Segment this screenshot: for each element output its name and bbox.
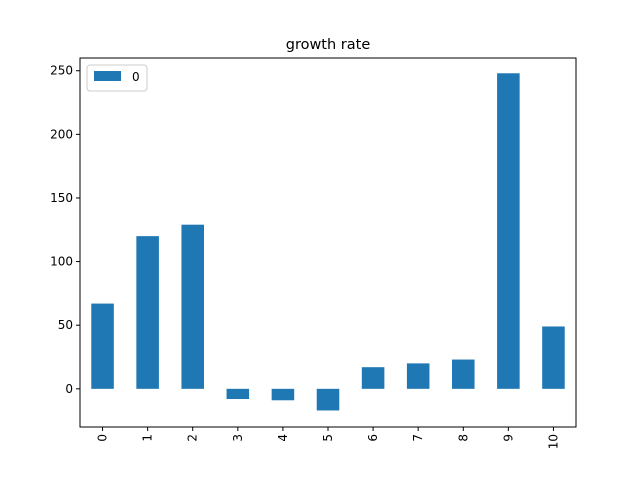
legend-label: 0	[132, 70, 140, 84]
y-tick-label: 250	[50, 64, 73, 78]
bar-4	[271, 388, 295, 401]
x-tick-label: 4	[276, 434, 290, 442]
bar-8	[452, 359, 475, 389]
bar-5	[316, 388, 340, 411]
legend-swatch	[94, 71, 121, 81]
bars-group	[91, 73, 565, 411]
y-tick-label: 0	[65, 382, 73, 396]
bar-7	[406, 363, 430, 389]
x-tick-label: 7	[411, 434, 425, 442]
y-axis: 0 50 100 150 200 250	[50, 64, 80, 396]
bar-10	[542, 326, 565, 389]
x-axis: 0 1 2 3 4 5 6 7 8 9 10	[96, 427, 560, 449]
bar-3	[226, 388, 250, 400]
x-tick-label: 0	[96, 434, 110, 442]
legend: 0	[86, 64, 148, 92]
x-tick-label: 9	[501, 434, 515, 442]
bar-1	[136, 236, 159, 389]
bar-9	[497, 73, 520, 389]
bar-2	[181, 224, 204, 389]
y-tick-label: 150	[50, 191, 73, 205]
y-tick-label: 100	[50, 255, 73, 269]
y-tick-label: 200	[50, 127, 73, 141]
x-tick-label: 10	[546, 434, 560, 449]
y-tick-label: 50	[58, 318, 73, 332]
x-tick-label: 3	[231, 434, 245, 442]
x-tick-label: 6	[366, 434, 380, 442]
bar-0	[91, 303, 114, 389]
x-tick-label: 2	[186, 434, 200, 442]
plot-frame	[79, 57, 577, 428]
x-tick-label: 1	[141, 434, 155, 442]
x-tick-label: 5	[321, 434, 335, 442]
x-tick-label: 8	[456, 434, 470, 442]
bar-6	[361, 367, 385, 389]
chart-title: growth rate	[286, 37, 371, 53]
